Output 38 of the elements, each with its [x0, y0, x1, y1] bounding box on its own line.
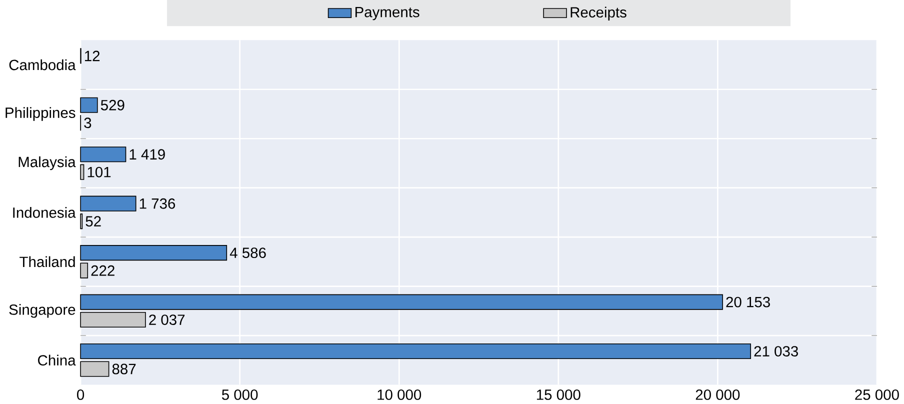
legend-label: Payments	[355, 6, 420, 20]
bar	[80, 146, 126, 162]
y-tick-label: Philippines	[6, 106, 76, 121]
x-tick-label: 0	[77, 389, 84, 400]
y-tick-label: China	[38, 354, 76, 366]
bar	[80, 294, 723, 310]
x-tick-label: 5 000	[222, 389, 258, 400]
y-tick-label: Indonesia	[13, 206, 76, 218]
data-label: 12	[84, 50, 100, 61]
data-label: 887	[112, 364, 136, 374]
data-label: 1 736	[140, 198, 176, 209]
bar	[80, 97, 98, 113]
y-tick-label: Singapore	[9, 304, 76, 318]
x-tick-label: 25 000	[855, 389, 899, 400]
y-tick-label: Malaysia	[18, 156, 76, 170]
data-label: 21 033	[754, 346, 798, 356]
data-label: 20 153	[726, 296, 770, 308]
bar	[80, 262, 88, 278]
data-label: 2 037	[149, 314, 185, 325]
data-label: 4 586	[230, 247, 266, 258]
y-tick-label: Cambodia	[9, 59, 76, 70]
data-label: 101	[88, 166, 111, 178]
data-label: 222	[91, 265, 114, 276]
data-label: 529	[100, 100, 124, 110]
bar	[80, 164, 84, 180]
data-label: 1 419	[130, 148, 165, 160]
bar	[80, 343, 752, 359]
bar	[80, 361, 110, 377]
data-label: 52	[86, 216, 101, 226]
bar	[80, 196, 136, 212]
x-tick-label: 20 000	[696, 389, 740, 400]
x-tick-label: 10 000	[378, 389, 422, 400]
legend-label: Receipts	[570, 6, 626, 20]
x-tick-label: 15 000	[536, 389, 580, 400]
data-label: 3	[84, 117, 92, 128]
bar	[80, 244, 228, 260]
y-tick-label: Thailand	[20, 256, 75, 267]
bar	[80, 312, 146, 328]
